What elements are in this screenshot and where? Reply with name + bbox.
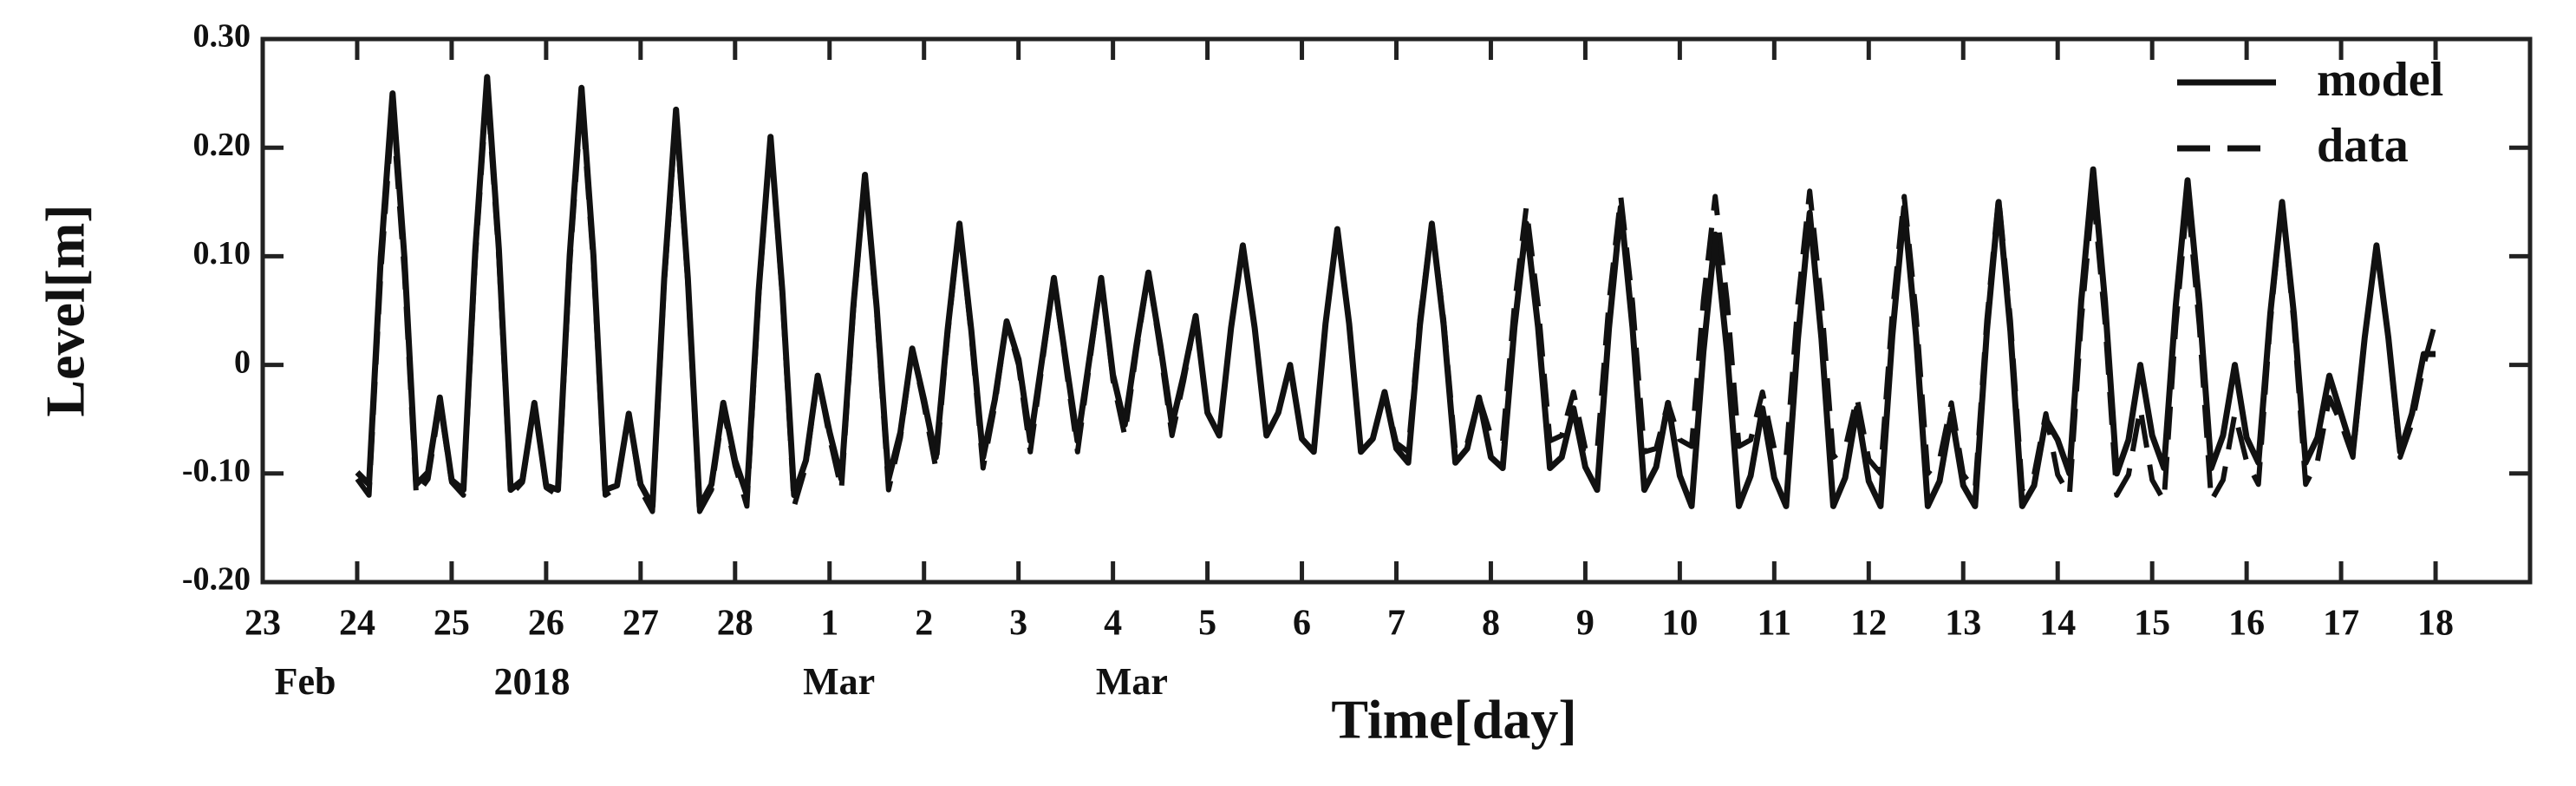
x-tick-label: 14: [2039, 604, 2076, 644]
x-tick-label: 5: [1198, 604, 1216, 644]
x-tick-label: 28: [717, 604, 753, 644]
y-tick-label: 0: [234, 344, 251, 380]
x-tick-label: 13: [1945, 604, 1981, 644]
x-tick-label: 7: [1387, 604, 1405, 644]
x-tick-label: 18: [2417, 604, 2454, 644]
x-tick-label: 25: [434, 604, 470, 644]
x-tick-label: 27: [623, 604, 659, 644]
x-tick-label: 17: [2323, 604, 2359, 644]
x-tick-label: 2: [915, 604, 933, 644]
date-annotation: Mar: [1096, 660, 1168, 703]
y-tick-label: 0.10: [193, 235, 251, 272]
x-tick-label: 15: [2134, 604, 2170, 644]
series-line: [355, 85, 2438, 514]
x-tick-label: 12: [1850, 604, 1887, 644]
x-axis-title: Time[day]: [1331, 689, 1576, 750]
x-tick-label: 16: [2228, 604, 2265, 644]
legend-label: model: [2317, 53, 2443, 107]
x-tick-label: 4: [1104, 604, 1122, 644]
y-tick-label: 0.30: [193, 18, 251, 55]
y-axis-title: Level[m]: [35, 204, 96, 416]
date-annotation: Feb: [275, 660, 336, 703]
x-tick-label: 26: [528, 604, 564, 644]
date-annotation: 2018: [494, 660, 571, 703]
x-tick-label: 10: [1661, 604, 1698, 644]
x-tick-label: 3: [1009, 604, 1027, 644]
x-tick-label: 8: [1482, 604, 1500, 644]
x-tick-label: 24: [339, 604, 375, 644]
legend-label: data: [2317, 119, 2409, 173]
x-tick-label: 11: [1757, 604, 1791, 644]
x-tick-label: 23: [245, 604, 281, 644]
y-tick-label: -0.10: [182, 453, 251, 489]
y-tick-label: 0.20: [193, 127, 251, 163]
plot-frame: [260, 36, 2533, 585]
date-annotation: Mar: [803, 660, 875, 703]
y-tick-label: -0.20: [182, 561, 251, 598]
x-tick-label: 1: [820, 604, 838, 644]
x-tick-label: 9: [1576, 604, 1595, 644]
x-tick-label: 6: [1293, 604, 1311, 644]
